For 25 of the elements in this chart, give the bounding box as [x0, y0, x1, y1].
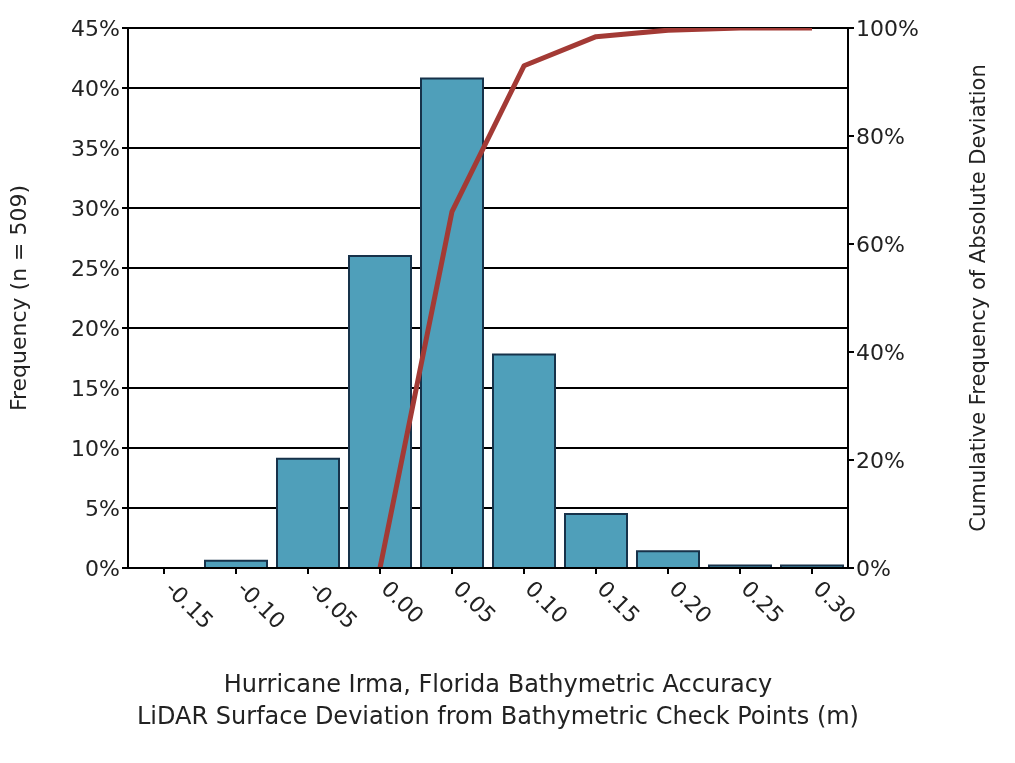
y-tick-label: 5%	[85, 495, 120, 521]
y-tick-label: 45%	[71, 15, 120, 41]
y-tick-label: 35%	[71, 135, 120, 161]
y-tick-label: 40%	[71, 75, 120, 101]
bar	[492, 353, 556, 568]
bar	[276, 457, 340, 568]
y2-tick-label: 20%	[856, 447, 905, 473]
bar	[420, 77, 484, 568]
y2-tick-label: 100%	[856, 15, 919, 41]
y-tick-label: 25%	[71, 255, 120, 281]
y2-tick-label: 60%	[856, 231, 905, 257]
y-tick-label: 30%	[71, 195, 120, 221]
bar	[636, 550, 700, 568]
y-tick-label: 0%	[85, 555, 120, 581]
bar	[348, 255, 412, 568]
bar	[564, 513, 628, 568]
x-axis-title: Hurricane Irma, Florida Bathymetric Accuracy LiDAR Surface Deviation from Bathymetric Check Points (m)	[136, 669, 860, 732]
y-axis-title: Frequency (n = 509)	[5, 184, 31, 412]
y-tick-label: 20%	[71, 315, 120, 341]
y2-tick-label: 80%	[856, 123, 905, 149]
y2-tick-label: 40%	[856, 339, 905, 365]
y-tick-label: 10%	[71, 435, 120, 461]
y-tick-label: 15%	[71, 375, 120, 401]
y2-tick-label: 0%	[856, 555, 891, 581]
y2-axis-title: Cumulative Frequency of Absolute Deviation	[966, 64, 991, 532]
